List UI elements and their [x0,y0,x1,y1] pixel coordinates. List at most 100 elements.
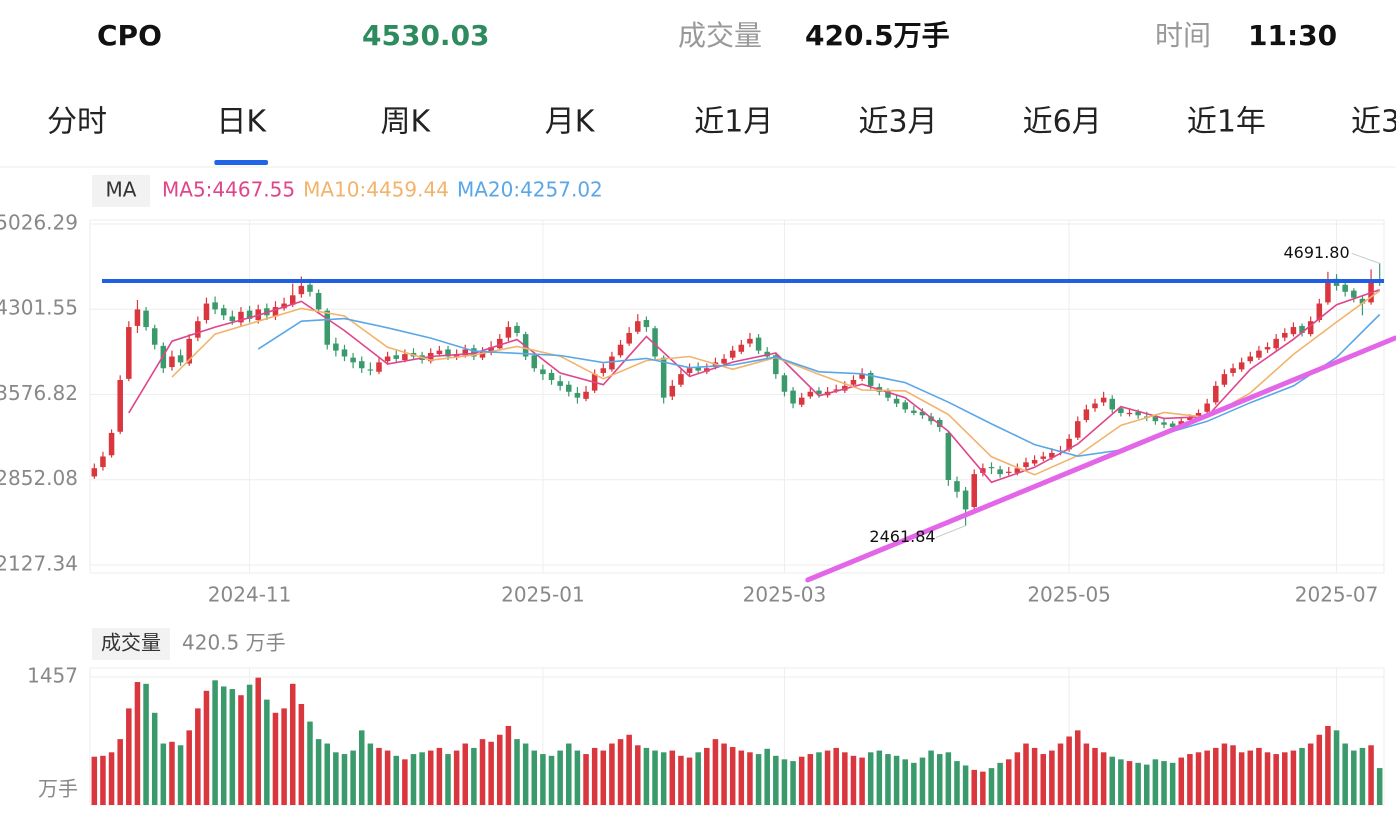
candle-body [893,398,900,404]
tab[interactable]: 近6月 [1023,105,1102,140]
volume-bar [1256,747,1262,805]
candle-body [488,347,494,353]
candle-body [1161,422,1167,425]
candle-body [143,310,149,328]
candle-body [885,390,891,398]
candle-body [540,369,546,375]
ma-line [128,288,1380,484]
volume-bar [945,752,952,805]
candle-body [108,432,115,456]
volume-bar [505,725,512,805]
volume-bar [151,712,158,805]
volume-bar [1083,743,1090,805]
volume-bar [1195,752,1202,805]
candle-body [1187,417,1193,421]
volume-bar [911,762,917,805]
indicator-box[interactable] [92,175,150,207]
candle-body [1351,290,1357,298]
volume-bar [1144,764,1150,805]
candle-body [1290,327,1297,335]
candle-body [151,328,158,345]
volume-bar [548,755,555,805]
volume-bar [376,747,382,805]
volume-bar [669,750,676,805]
candle-body [1126,412,1133,415]
candle-body [117,380,123,432]
candle-body [678,374,684,385]
candle-body [962,490,969,510]
candle-body [246,310,253,319]
volume-title: 成交量 [101,631,161,655]
candle-body [1256,350,1262,358]
volume-bar [773,755,779,805]
candle-body [298,285,305,295]
symbol: CPO [97,19,162,52]
candle-body [954,481,960,492]
candle-body [1049,452,1055,458]
ma-line [257,313,1381,458]
ma-line [171,290,1381,476]
volume-bar [427,750,434,805]
tab[interactable]: 近3年 [1351,105,1396,140]
candle-body [281,303,287,309]
volume-bar [471,747,477,805]
x-tick-label: 2025-03 [743,583,827,607]
volume-bar [1152,759,1159,805]
volume-bar [1282,752,1288,805]
volume-bar [729,747,736,805]
volume-bar [876,750,883,805]
volume-bar [1031,747,1038,805]
volume-bar [1057,743,1064,805]
candle-body [566,384,572,392]
tab[interactable]: 周K [381,105,432,140]
candle-body [531,355,538,369]
volume-bar [540,754,546,805]
volume-bar [100,755,106,805]
candle-body [505,327,512,338]
candle-body [436,350,443,355]
tab[interactable]: 近1年 [1187,105,1266,140]
candle-body [1342,284,1348,292]
volume-bar [1238,752,1245,805]
tab[interactable]: 近3月 [858,105,937,140]
volume-bar [1005,759,1012,805]
indicator[interactable]: MA [106,178,137,202]
volume-bar [1126,761,1133,805]
volume-bar [557,750,563,805]
candle-body [833,389,839,391]
candle-body [807,391,814,397]
volume-bar [1307,743,1314,805]
candle-body [1282,332,1288,338]
candle-body [1092,403,1098,409]
candle-body [1109,398,1116,410]
price-panel [89,219,1385,574]
candle-body [729,350,736,358]
candle-body [583,391,589,399]
tab[interactable]: 分时 [47,105,107,140]
candle-body [971,474,977,508]
volume-label: 成交量 [678,19,762,52]
candle-body [1152,416,1159,422]
volume-bar [919,757,926,805]
volume-bar [1359,747,1366,805]
volume-bar [272,712,279,805]
tab[interactable]: 日K [216,105,267,140]
candle-body [1118,408,1124,413]
tab[interactable]: 近1月 [694,105,773,140]
candle-body [195,321,201,338]
candle-body [367,369,374,371]
candle-body [324,310,330,345]
candle-body [600,368,607,373]
volume-bar [997,762,1003,805]
volume-bar [824,750,831,805]
tab[interactable]: 月K [545,105,596,140]
volume-bar [186,730,192,805]
candle-body [1083,409,1090,421]
candle-body [134,309,141,326]
high-label: 4691.80 [1284,243,1350,262]
volume-bar [238,695,244,805]
candle-body [686,368,693,373]
volume-bar [867,752,874,805]
volume-bar [626,734,632,805]
volume: 420.5万手 [805,19,950,52]
